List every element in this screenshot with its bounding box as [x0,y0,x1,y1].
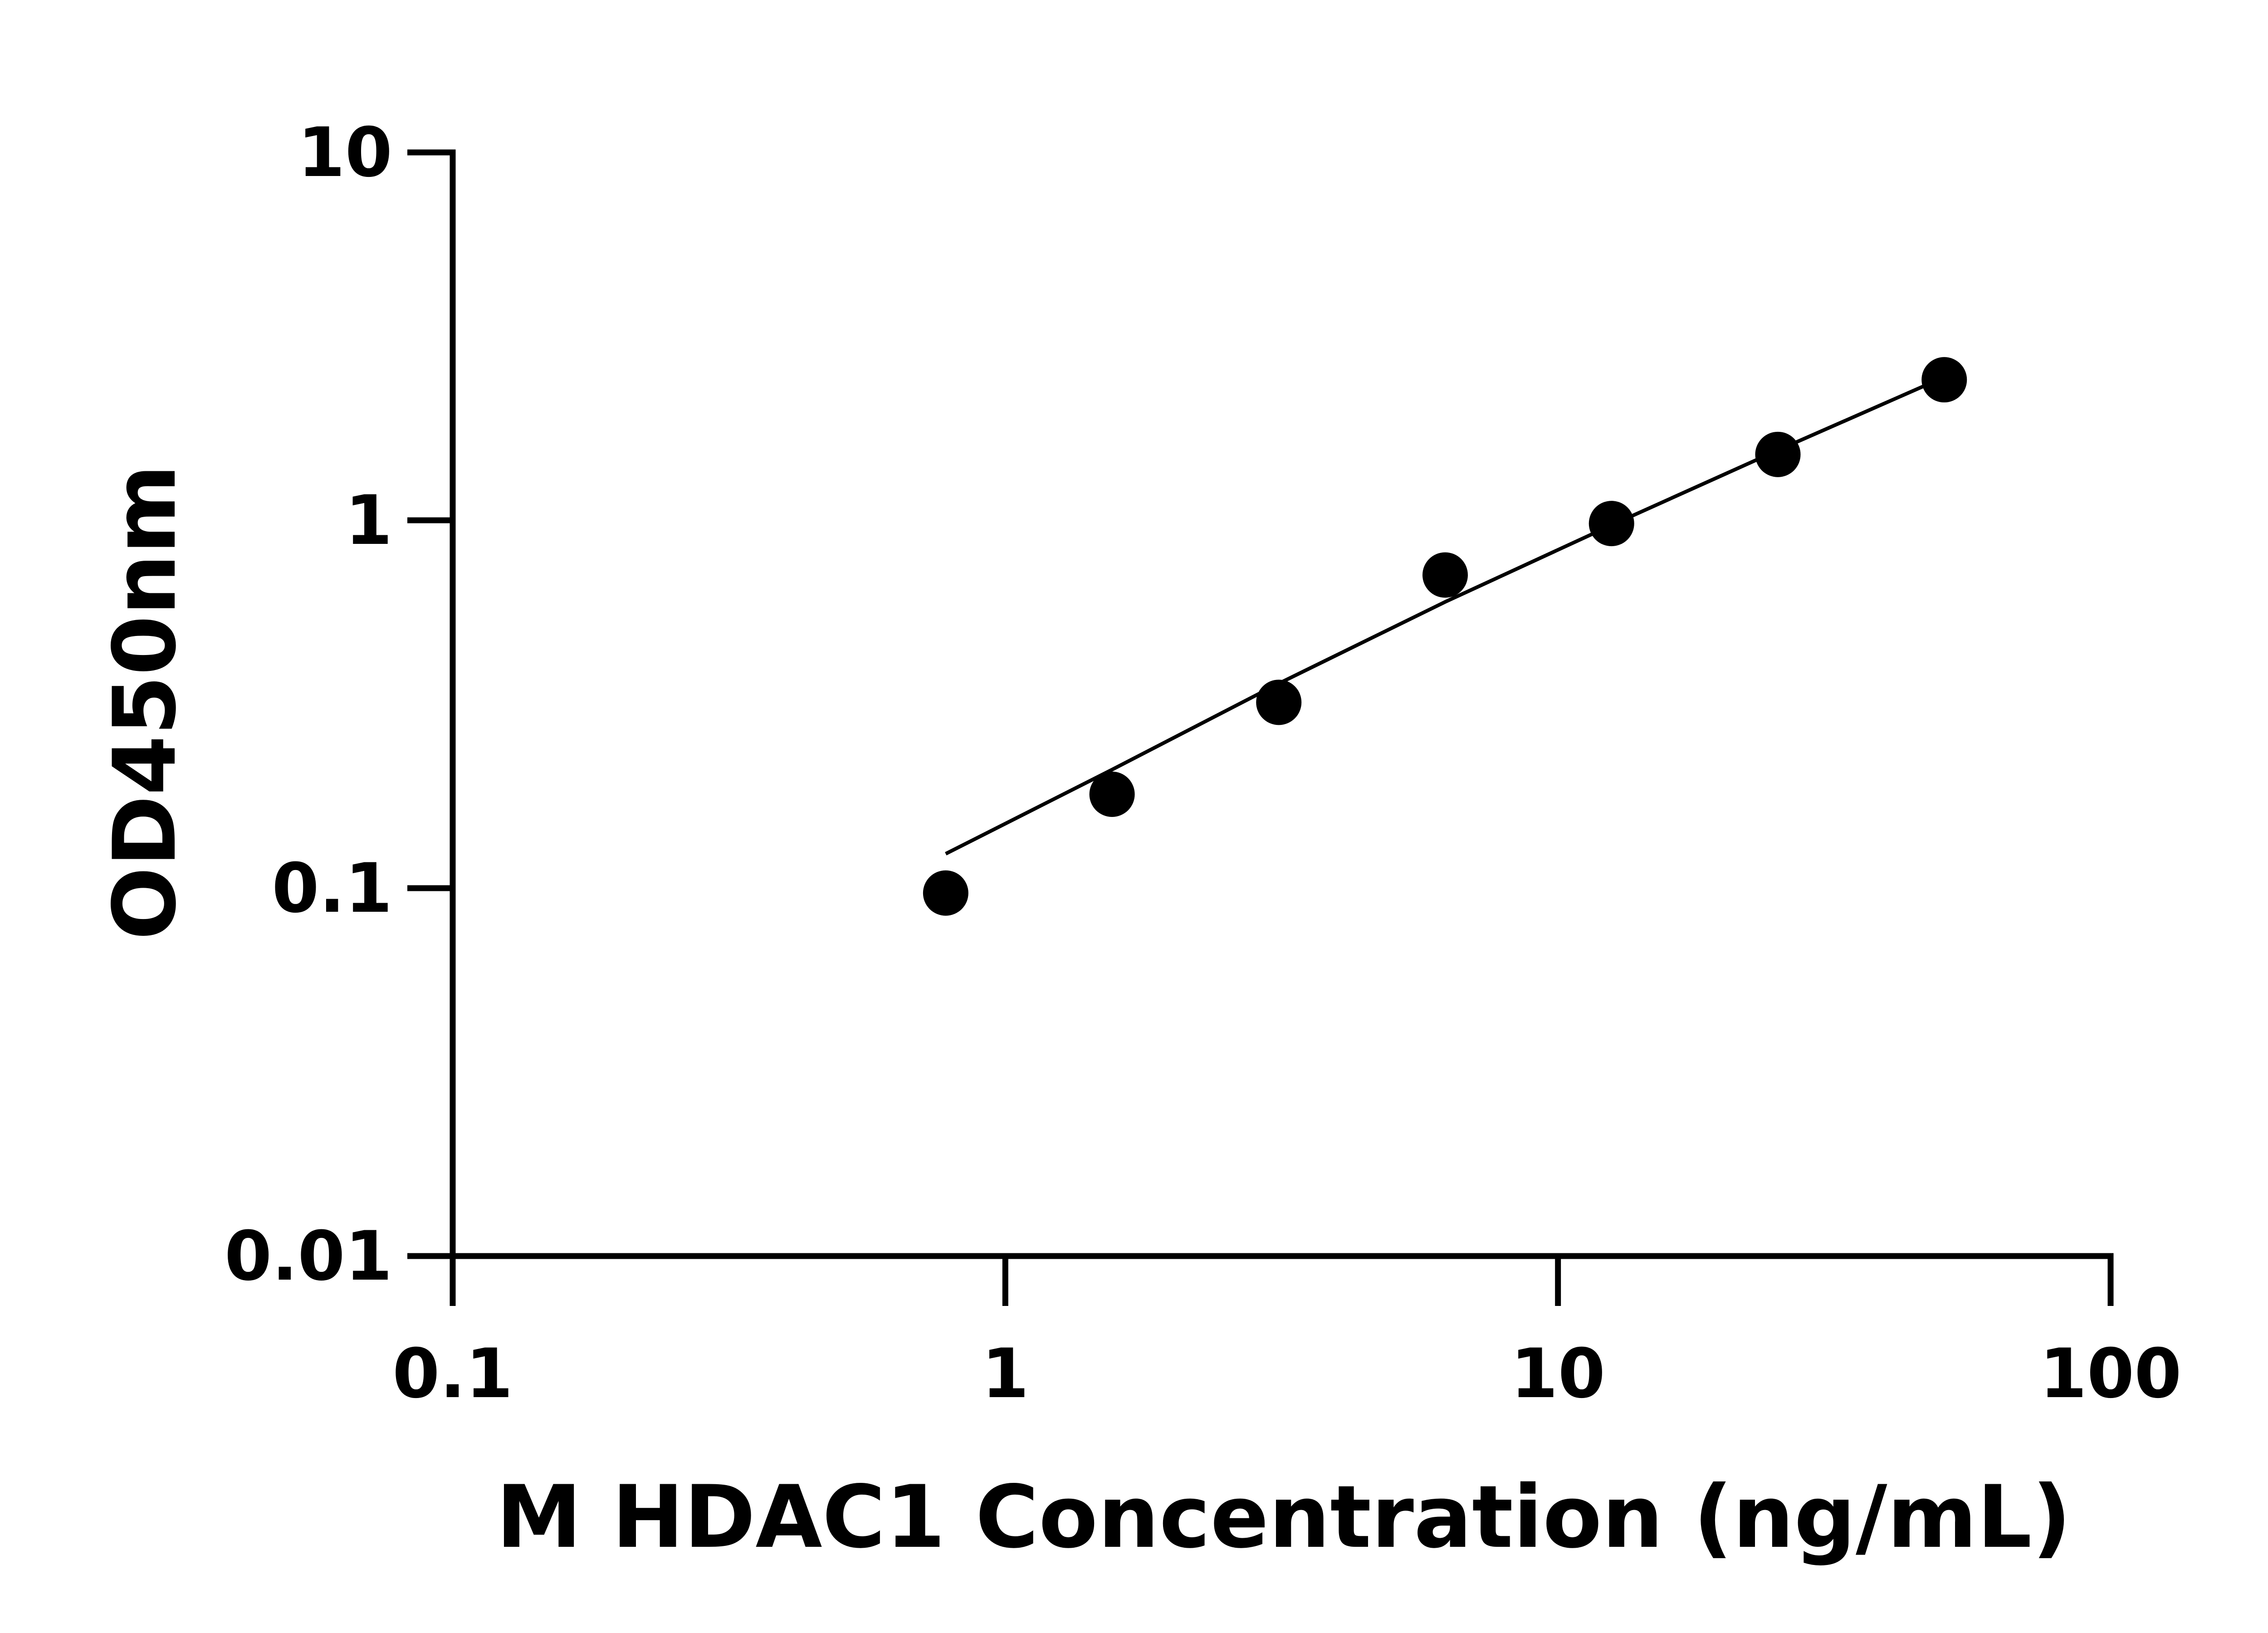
data-point [1089,771,1135,817]
y-tick-label: 0.1 [272,849,392,928]
data-point [1589,501,1634,547]
y-axis-title: OD450nm [95,464,195,940]
y-tick-label: 0.01 [225,1217,392,1296]
data-point [1256,680,1302,725]
y-tick-label: 1 [345,481,392,560]
x-tick-label: 100 [2039,1335,2181,1413]
data-point [1422,552,1468,598]
x-axis-title: M HDAC1 Concentration (ng/mL) [496,1467,2072,1567]
y-tick-label: 10 [298,113,392,192]
x-tick-label: 0.1 [392,1335,513,1413]
data-point [1921,357,1967,403]
data-points [923,357,1967,916]
data-point [923,870,968,916]
data-point [1755,431,1801,477]
x-tick-label: 10 [1510,1335,1605,1413]
x-tick-label: 1 [982,1335,1029,1413]
